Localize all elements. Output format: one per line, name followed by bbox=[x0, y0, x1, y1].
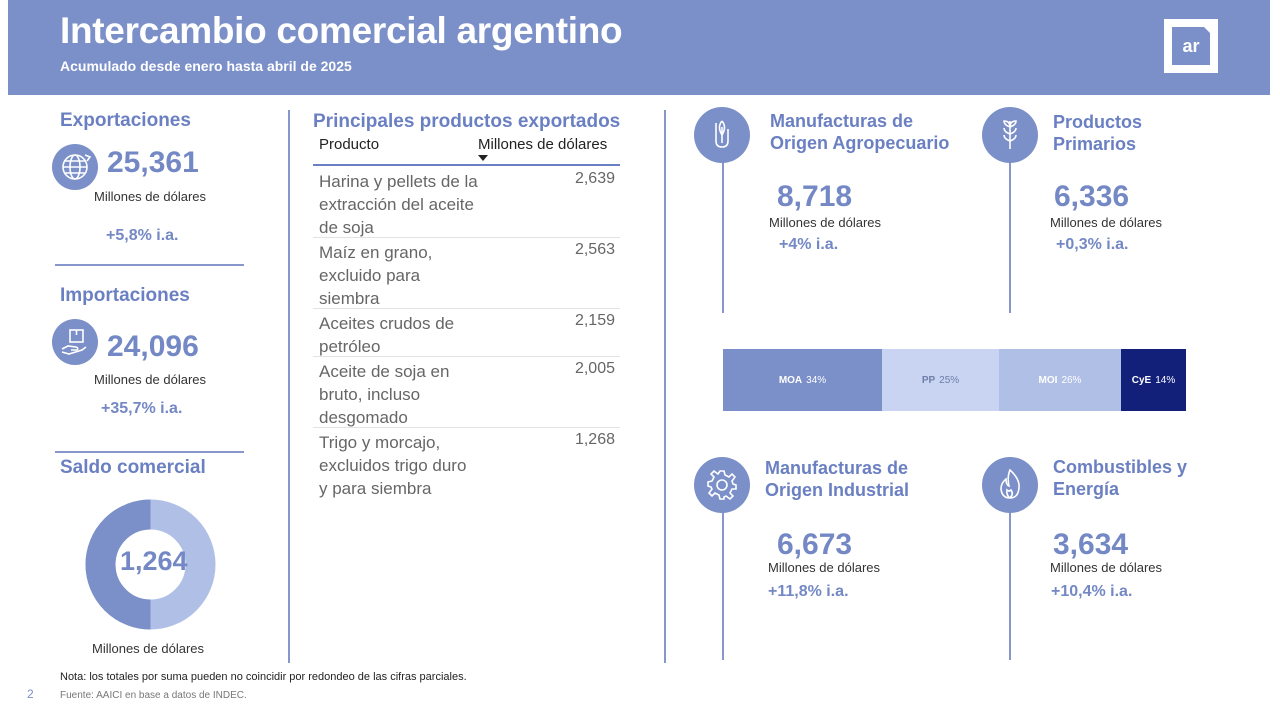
column-header-value[interactable]: Millones de dólares bbox=[478, 136, 608, 153]
moa-title-line2: Origen Agropecuario bbox=[770, 133, 950, 153]
balance-value: 1,264 bbox=[120, 546, 188, 576]
moa-title-line1: Manufacturas de bbox=[770, 111, 914, 131]
share-segment-cye: CyE 14% bbox=[1121, 349, 1186, 411]
divider bbox=[55, 451, 244, 453]
pp-title-line2: Primarios bbox=[1053, 134, 1137, 154]
cye-unit: Millones de dólares bbox=[1050, 560, 1163, 575]
category-line bbox=[1009, 500, 1011, 660]
moi-title-line2: Origen Industrial bbox=[765, 480, 910, 500]
table-header-rule bbox=[313, 164, 620, 166]
wheat-icon bbox=[1003, 120, 1017, 149]
imports-change: +35,7% i.a. bbox=[101, 400, 183, 417]
svg-text:ar: ar bbox=[1182, 36, 1199, 56]
product-value: 2,005 bbox=[574, 360, 615, 377]
moi-change: +11,8% i.a. bbox=[768, 583, 849, 600]
moa-value: 8,718 bbox=[777, 180, 853, 213]
pp-value: 6,336 bbox=[1054, 180, 1130, 213]
exports-title: Exportaciones bbox=[60, 110, 191, 131]
product-name: Harina y pellets de la extracción del ac… bbox=[319, 172, 478, 237]
package-hand-icon bbox=[61, 329, 87, 355]
column-header-product[interactable]: Producto bbox=[319, 136, 380, 153]
cye-change: +10,4% i.a. bbox=[1051, 583, 1133, 600]
share-segment-moi: MOI 26% bbox=[999, 349, 1121, 411]
page-subtitle: Acumulado desde enero hasta abril de 202… bbox=[60, 58, 352, 74]
pp-icon-circle bbox=[982, 107, 1038, 163]
page-title: Intercambio comercial argentino bbox=[60, 10, 623, 51]
sort-desc-icon[interactable] bbox=[478, 155, 488, 162]
share-segment-moa: MOA 34% bbox=[723, 349, 882, 411]
exports-icon-circle bbox=[52, 144, 98, 190]
product-value: 2,159 bbox=[574, 312, 615, 329]
globe-icon bbox=[62, 154, 92, 180]
table-row: Trigo y morcajo, excluidos trigo duro y … bbox=[313, 428, 620, 522]
balance-title: Saldo comercial bbox=[60, 457, 206, 478]
exports-unit: Millones de dólares bbox=[94, 189, 207, 204]
table-title: Principales productos exportados bbox=[313, 111, 621, 132]
balance-unit: Millones de dólares bbox=[92, 641, 205, 656]
pp-change: +0,3% i.a. bbox=[1056, 236, 1129, 253]
pp-title-line1: Productos bbox=[1053, 112, 1143, 132]
table-row: Maíz en grano, excluido para siembra 2,5… bbox=[313, 238, 620, 309]
ar-logo: ar bbox=[1164, 19, 1218, 73]
moa-change: +4% i.a. bbox=[779, 236, 839, 253]
share-segment-pp: PP 25% bbox=[882, 349, 999, 411]
segment-pct: 34% bbox=[806, 374, 827, 386]
hand-leaf-icon bbox=[715, 120, 729, 148]
imports-value: 24,096 bbox=[107, 330, 199, 363]
segment-label: MOI bbox=[1038, 374, 1058, 386]
segment-pct: 25% bbox=[939, 374, 960, 386]
table-row: Aceite de soja en bruto, incluso desgoma… bbox=[313, 357, 620, 428]
segment-label: PP bbox=[921, 374, 936, 386]
product-name: Aceites crudos de petróleo bbox=[319, 314, 455, 356]
segment-pct: 14% bbox=[1155, 374, 1176, 386]
moi-icon-circle bbox=[694, 457, 750, 513]
product-value: 2,639 bbox=[574, 170, 615, 187]
product-value: 2,563 bbox=[574, 241, 615, 258]
column-divider bbox=[288, 110, 290, 663]
source-note: Fuente: AAICI en base a datos de INDEC. bbox=[60, 690, 247, 701]
table-row: Harina y pellets de la extracción del ac… bbox=[313, 167, 620, 238]
balance-donut bbox=[85, 499, 216, 630]
imports-unit: Millones de dólares bbox=[94, 372, 207, 387]
exports-change: +5,8% i.a. bbox=[106, 227, 179, 244]
segment-label: MOA bbox=[778, 374, 803, 386]
product-value: 1,268 bbox=[574, 431, 615, 448]
page-number: 2 bbox=[27, 687, 34, 701]
segment-pct: 26% bbox=[1061, 374, 1082, 386]
pp-unit: Millones de dólares bbox=[1050, 215, 1163, 230]
moa-unit: Millones de dólares bbox=[769, 215, 882, 230]
moi-value: 6,673 bbox=[777, 528, 853, 561]
product-name: Trigo y morcajo, excluidos trigo duro y … bbox=[319, 433, 467, 498]
flame-icon bbox=[1000, 468, 1020, 499]
product-name: Aceite de soja en bruto, incluso desgoma… bbox=[319, 362, 450, 427]
cye-icon-circle bbox=[982, 457, 1038, 513]
divider bbox=[55, 264, 244, 266]
cye-value: 3,634 bbox=[1053, 528, 1129, 561]
category-line bbox=[722, 500, 724, 660]
segment-label: CyE bbox=[1131, 374, 1152, 386]
column-divider bbox=[664, 110, 666, 663]
gear-icon bbox=[707, 469, 737, 501]
moa-icon-circle bbox=[694, 107, 750, 163]
moi-title-line1: Manufacturas de bbox=[765, 458, 909, 478]
header-banner bbox=[8, 0, 1270, 95]
product-name: Maíz en grano, excluido para siembra bbox=[319, 243, 433, 308]
imports-icon-circle bbox=[52, 319, 98, 365]
footnote: Nota: los totales por suma pueden no coi… bbox=[60, 671, 467, 683]
category-line bbox=[722, 150, 724, 313]
imports-title: Importaciones bbox=[60, 285, 190, 306]
table-row: Aceites crudos de petróleo 2,159 bbox=[313, 309, 620, 357]
exports-value: 25,361 bbox=[107, 146, 199, 179]
cye-title-line1: Combustibles y bbox=[1053, 457, 1188, 477]
category-line bbox=[1009, 150, 1011, 313]
moi-unit: Millones de dólares bbox=[768, 560, 881, 575]
cye-title-line2: Energía bbox=[1053, 479, 1120, 499]
